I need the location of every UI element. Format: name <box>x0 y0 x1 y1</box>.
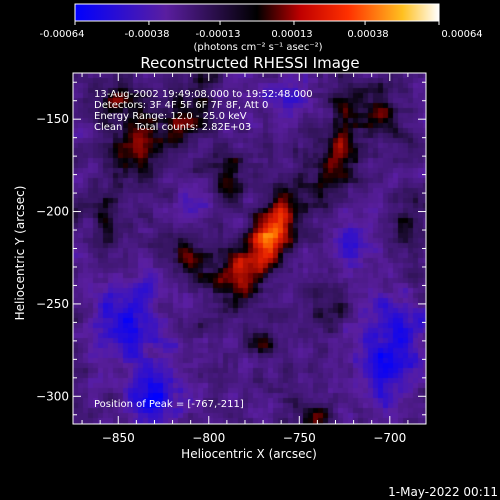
image-annotations: 13-Aug-2002 19:49:08.000 to 19:52:48.000… <box>94 89 313 410</box>
annotation-detectors: Detectors: 3F 4F 5F 6F 7F 8F, Att 0 <box>94 100 268 111</box>
colorbar-unit-label: (photons cm⁻² s⁻¹ asec⁻²) <box>193 42 322 53</box>
colorbar-tick-4: 0.00038 <box>347 29 388 40</box>
colorbar-tick-0: -0.00064 <box>40 29 85 40</box>
y-tick-label: −300 <box>36 389 69 403</box>
colorbar-gradient <box>74 3 440 22</box>
colorbar-tick-5: 0.00064 <box>441 29 482 40</box>
heatmap-image <box>73 73 426 424</box>
y-tick-label: −250 <box>36 297 69 311</box>
annotation-peak-position: Position of Peak = [-767,-211] <box>94 399 244 410</box>
colorbar-tick-2: -0.00013 <box>196 29 241 40</box>
colorbar-tick-3: 0.00013 <box>271 29 312 40</box>
annotation-time-range: 13-Aug-2002 19:49:08.000 to 19:52:48.000 <box>94 89 313 100</box>
x-axis-label: Heliocentric X (arcsec) <box>181 447 317 461</box>
colorbar-tick-1: -0.00038 <box>125 29 170 40</box>
x-tick-label: −700 <box>373 431 406 445</box>
annotation-clean-counts: Clean Total counts: 2.82E+03 <box>94 122 251 133</box>
y-axis-label: Heliocentric Y (arcsec) <box>13 186 27 321</box>
y-tick-label: −150 <box>36 112 69 126</box>
x-tick-label: −800 <box>192 431 225 445</box>
annotation-energy-range: Energy Range: 12.0 - 25.0 keV <box>94 111 247 122</box>
footer-date: 1-May-2022 00:11 <box>388 485 498 499</box>
colorbar: -0.00064 -0.00038 -0.00013 0.00013 0.000… <box>40 3 483 53</box>
y-tick-label: −200 <box>36 205 69 219</box>
x-tick-label: −750 <box>283 431 316 445</box>
colorbar-ticks <box>74 21 440 25</box>
chart-title: Reconstructed RHESSI Image <box>140 54 359 72</box>
x-tick-label: −850 <box>102 431 135 445</box>
heatmap-canvas <box>73 73 426 424</box>
axis-ticks: −850 −800 −750 −700 −150 −200 −250 −300 <box>36 73 427 445</box>
